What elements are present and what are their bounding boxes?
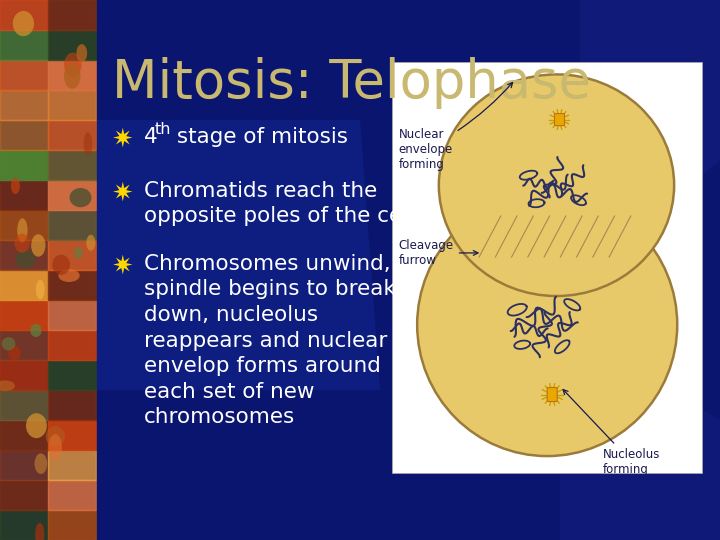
Text: th: th bbox=[155, 122, 171, 137]
Bar bbox=[0, 90, 48, 120]
Ellipse shape bbox=[36, 280, 45, 299]
Bar bbox=[0, 240, 48, 270]
Bar bbox=[0, 150, 48, 180]
Bar bbox=[0, 210, 48, 240]
Ellipse shape bbox=[13, 11, 34, 36]
Polygon shape bbox=[560, 360, 720, 540]
Ellipse shape bbox=[1, 337, 15, 350]
Ellipse shape bbox=[48, 434, 62, 461]
Text: Cleavage
furrow: Cleavage furrow bbox=[399, 239, 478, 267]
Ellipse shape bbox=[35, 523, 45, 540]
Ellipse shape bbox=[30, 324, 42, 337]
Bar bbox=[48, 0, 96, 30]
Ellipse shape bbox=[64, 52, 81, 77]
Ellipse shape bbox=[31, 234, 45, 256]
FancyBboxPatch shape bbox=[554, 113, 564, 126]
Bar bbox=[0, 420, 48, 450]
Ellipse shape bbox=[35, 454, 48, 474]
Bar bbox=[0, 0, 48, 30]
Ellipse shape bbox=[17, 218, 27, 242]
Bar bbox=[48, 420, 96, 450]
Text: stage of mitosis: stage of mitosis bbox=[170, 127, 348, 147]
Bar bbox=[0, 270, 48, 300]
Bar bbox=[48, 210, 96, 240]
Bar bbox=[0, 330, 48, 360]
Ellipse shape bbox=[74, 247, 83, 259]
Ellipse shape bbox=[439, 75, 674, 296]
Text: Nuclear
envelope
forming: Nuclear envelope forming bbox=[399, 83, 513, 171]
Bar bbox=[48, 270, 96, 300]
Bar bbox=[48, 30, 96, 60]
Text: Mitosis: Telophase: Mitosis: Telophase bbox=[112, 57, 590, 109]
Text: ✷: ✷ bbox=[112, 181, 133, 207]
Text: ✷: ✷ bbox=[112, 254, 133, 280]
Ellipse shape bbox=[8, 345, 21, 361]
Ellipse shape bbox=[14, 234, 30, 253]
Bar bbox=[48, 240, 96, 270]
Bar bbox=[0, 450, 48, 480]
Bar bbox=[0, 480, 48, 510]
Ellipse shape bbox=[64, 63, 81, 89]
Bar bbox=[0, 0, 97, 540]
Ellipse shape bbox=[417, 193, 678, 456]
Ellipse shape bbox=[84, 132, 92, 156]
Bar bbox=[48, 480, 96, 510]
Bar bbox=[48, 90, 96, 120]
Ellipse shape bbox=[70, 188, 91, 207]
Bar bbox=[0, 360, 48, 390]
Text: Nucleolus
forming: Nucleolus forming bbox=[563, 389, 660, 476]
Ellipse shape bbox=[53, 255, 70, 275]
Text: Chromosomes unwind,
spindle begins to break
down, nucleolus
reappears and nuclea: Chromosomes unwind, spindle begins to br… bbox=[144, 254, 396, 427]
Polygon shape bbox=[580, 0, 720, 220]
Ellipse shape bbox=[11, 178, 20, 194]
Bar bbox=[48, 120, 96, 150]
Bar bbox=[0, 30, 48, 60]
Bar bbox=[0, 300, 48, 330]
Bar bbox=[0, 120, 48, 150]
Bar bbox=[0, 60, 48, 90]
Bar bbox=[48, 330, 96, 360]
Ellipse shape bbox=[0, 380, 15, 391]
Bar bbox=[48, 360, 96, 390]
Text: ✷: ✷ bbox=[112, 127, 133, 153]
Ellipse shape bbox=[26, 413, 47, 438]
Ellipse shape bbox=[58, 269, 80, 282]
Bar bbox=[48, 300, 96, 330]
Bar bbox=[0, 180, 48, 210]
Bar bbox=[48, 60, 96, 90]
Bar bbox=[48, 450, 96, 480]
Bar bbox=[48, 150, 96, 180]
Bar bbox=[0, 390, 48, 420]
Ellipse shape bbox=[15, 251, 35, 268]
Ellipse shape bbox=[76, 44, 87, 62]
Ellipse shape bbox=[86, 235, 95, 251]
Bar bbox=[97, 0, 720, 540]
Bar bbox=[48, 510, 96, 540]
Bar bbox=[0, 510, 48, 540]
Bar bbox=[48, 390, 96, 420]
FancyBboxPatch shape bbox=[547, 388, 557, 402]
Ellipse shape bbox=[45, 426, 65, 447]
Bar bbox=[392, 62, 702, 472]
Bar bbox=[48, 180, 96, 210]
Polygon shape bbox=[97, 120, 380, 390]
Text: Chromatids reach the
opposite poles of the cell: Chromatids reach the opposite poles of t… bbox=[144, 181, 414, 226]
Text: 4: 4 bbox=[144, 127, 158, 147]
